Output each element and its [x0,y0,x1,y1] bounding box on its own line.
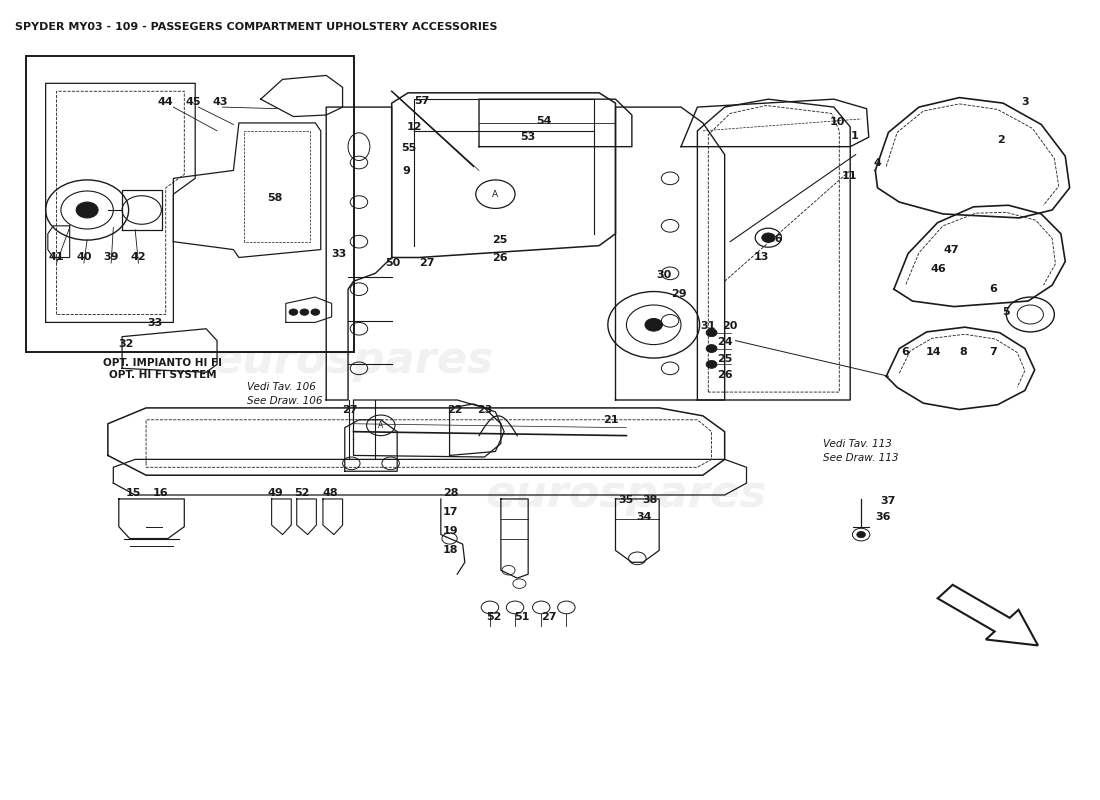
FancyArrow shape [937,585,1038,646]
Text: eurospares: eurospares [486,474,767,517]
Text: SPYDER MY03 - 109 - PASSEGERS COMPARTMENT UPHOLSTERY ACCESSORIES: SPYDER MY03 - 109 - PASSEGERS COMPARTMEN… [15,22,497,32]
Text: 22: 22 [448,406,463,415]
Circle shape [645,318,662,331]
Text: 4: 4 [873,158,881,167]
Text: 19: 19 [443,526,459,537]
Text: 41: 41 [48,253,65,262]
Text: A: A [378,421,384,430]
Text: 15: 15 [125,489,141,498]
Text: 53: 53 [520,132,536,142]
Text: 20: 20 [723,321,738,330]
Text: 30: 30 [656,270,671,280]
Text: 50: 50 [385,258,400,268]
Text: 23: 23 [476,406,492,415]
Text: 58: 58 [267,193,283,203]
Text: 12: 12 [407,122,422,132]
Text: Vedi Tav. 106: Vedi Tav. 106 [246,382,316,391]
Text: 48: 48 [322,489,339,498]
Text: 31: 31 [701,321,716,330]
Text: 11: 11 [842,171,857,181]
Text: 24: 24 [717,338,733,347]
Text: 57: 57 [415,96,430,106]
Text: 28: 28 [443,489,459,498]
Text: 10: 10 [829,117,845,127]
Text: 8: 8 [960,346,968,357]
Text: 46: 46 [931,264,946,274]
Text: 34: 34 [636,512,651,522]
Text: 56: 56 [767,234,782,244]
Text: 55: 55 [402,143,417,154]
Text: 18: 18 [443,546,459,555]
Text: 47: 47 [944,246,959,255]
Text: 52: 52 [295,489,310,498]
Text: eurospares: eurospares [212,339,494,382]
Text: 32: 32 [119,338,134,349]
FancyBboxPatch shape [26,56,353,353]
Text: 33: 33 [147,318,163,328]
Text: 21: 21 [604,414,619,425]
Text: 52: 52 [486,612,502,622]
Text: 26: 26 [717,370,733,381]
Text: 38: 38 [642,494,658,505]
Text: Vedi Tav. 113: Vedi Tav. 113 [823,438,892,449]
Text: 44: 44 [158,97,174,106]
Circle shape [289,309,298,315]
Circle shape [76,202,98,218]
Text: See Draw. 113: See Draw. 113 [823,453,899,462]
Text: 27: 27 [419,258,435,268]
Text: See Draw. 106: See Draw. 106 [246,396,322,406]
Text: 49: 49 [267,489,283,498]
Circle shape [762,233,774,242]
Text: 40: 40 [76,253,91,262]
Text: 27: 27 [541,612,557,622]
Text: 33: 33 [332,249,346,258]
Text: 6: 6 [901,346,909,357]
Text: 29: 29 [671,289,686,299]
Text: 25: 25 [717,354,733,364]
Text: 45: 45 [185,97,201,106]
Circle shape [706,361,717,368]
Text: 42: 42 [131,253,146,262]
Text: 25: 25 [492,235,507,245]
Text: 27: 27 [342,406,358,415]
Text: 54: 54 [536,115,551,126]
Text: 36: 36 [876,512,891,522]
Text: 26: 26 [492,254,507,263]
Circle shape [706,329,717,337]
Text: 35: 35 [619,494,634,505]
Text: 5: 5 [1002,307,1010,317]
Text: 37: 37 [881,495,896,506]
Text: 7: 7 [989,346,997,357]
Text: 1: 1 [850,130,858,141]
Text: 17: 17 [443,507,459,518]
Text: 51: 51 [514,612,529,622]
Text: A: A [493,190,498,198]
Circle shape [311,309,320,315]
Circle shape [706,345,717,353]
Text: 43: 43 [212,97,228,106]
Text: 3: 3 [1021,97,1028,106]
Text: 9: 9 [402,166,410,176]
Text: 6: 6 [989,284,998,294]
Text: 39: 39 [103,253,119,262]
Circle shape [300,309,309,315]
Text: 13: 13 [755,253,770,262]
Text: 16: 16 [153,489,168,498]
Circle shape [857,531,866,538]
Text: 14: 14 [925,346,940,357]
Text: OPT. IMPIANTO HI FI
OPT. HI FI SYSTEM: OPT. IMPIANTO HI FI OPT. HI FI SYSTEM [103,358,222,380]
Text: 2: 2 [997,135,1004,146]
